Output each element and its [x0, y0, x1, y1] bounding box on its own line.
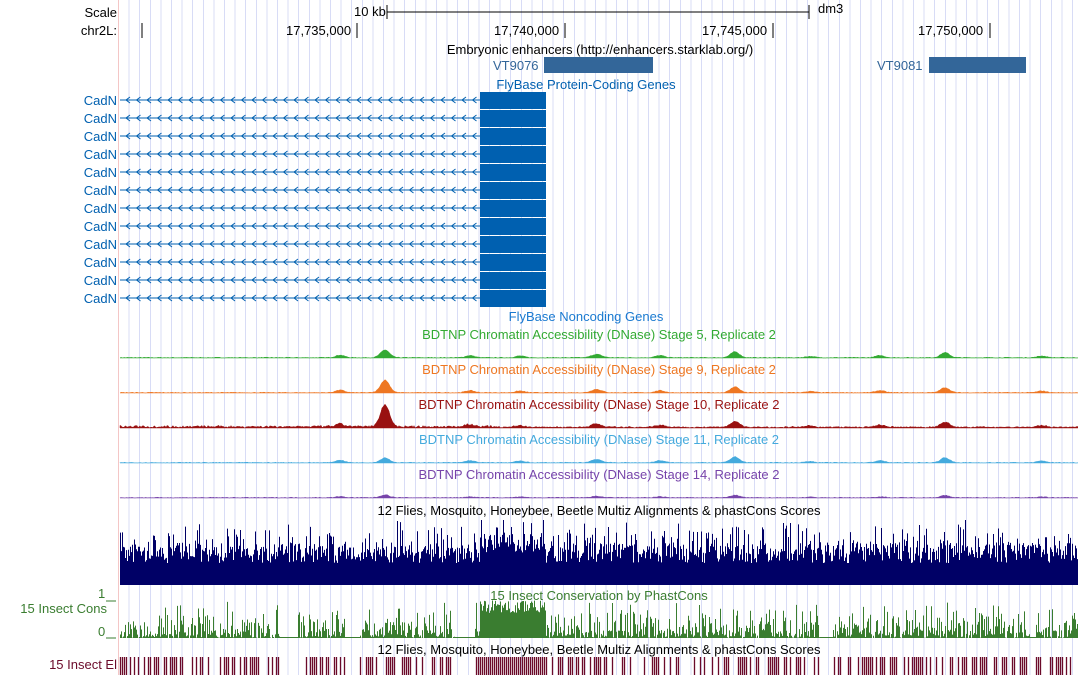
enhancer-label[interactable]: VT9076 [493, 58, 539, 73]
gene-label-cadn[interactable]: CadN [83, 93, 117, 108]
strand-arrow-icon [125, 294, 477, 302]
dnase-signal-stage-0 [119, 349, 1078, 359]
gene-label-cadn[interactable]: CadN [83, 111, 117, 126]
strand-arrow-icon [125, 96, 477, 104]
track-title-dnase-stage10[interactable]: BDTNP Chromatin Accessibility (DNase) St… [418, 397, 780, 412]
elements-track-label[interactable]: 15 Insect El [49, 657, 117, 672]
dnase-signal-stage-2 [119, 403, 1078, 429]
elements-bars [119, 657, 1072, 675]
enhancer-block-vt9076 [544, 57, 653, 73]
multiz-signal [120, 520, 1078, 585]
gene-exon-block [480, 128, 546, 145]
gene-exon-block [480, 272, 546, 289]
gene-exon-block [480, 254, 546, 271]
scale-label: Scale [84, 5, 117, 20]
gene-label-cadn[interactable]: CadN [83, 255, 117, 270]
chrom-label: chr2L: [80, 23, 117, 38]
scale-bar-label: 10 kb [354, 4, 386, 19]
strand-arrow-icon [125, 258, 477, 266]
track-title-noncoding[interactable]: FlyBase Noncoding Genes [508, 309, 664, 324]
cons-ymin: 0 [98, 624, 106, 639]
track-title-multiz[interactable]: 12 Flies, Mosquito, Honeybee, Beetle Mul… [377, 503, 821, 518]
track-title-dnase-stage9[interactable]: BDTNP Chromatin Accessibility (DNase) St… [422, 362, 776, 377]
ruler-tick: 17,740,000 [494, 23, 560, 38]
strand-arrow-icon [125, 204, 477, 212]
strand-arrow-icon [125, 276, 477, 284]
strand-arrow-icon [125, 240, 477, 248]
enhancer-label[interactable]: VT9081 [877, 58, 923, 73]
gene-exon-block [480, 110, 546, 127]
ruler-tick: 17,745,000 [702, 23, 768, 38]
enhancer-block-vt9081 [929, 57, 1026, 73]
gene-label-cadn[interactable]: CadN [83, 201, 117, 216]
gene-label-cadn[interactable]: CadN [83, 237, 117, 252]
dnase-signal-stage-1 [119, 379, 1078, 394]
gene-label-cadn[interactable]: CadN [83, 273, 117, 288]
strand-arrow-icon [125, 168, 477, 176]
dnase-signal-stage-4 [119, 494, 1078, 499]
gene-label-cadn[interactable]: CadN [83, 291, 117, 306]
gene-label-cadn[interactable]: CadN [83, 183, 117, 198]
gene-exon-block [480, 236, 546, 253]
gene-exon-block [480, 146, 546, 163]
track-divider [118, 0, 119, 675]
ruler-tick: 17,735,000 [286, 23, 352, 38]
track-title-dnase-stage11[interactable]: BDTNP Chromatin Accessibility (DNase) St… [418, 432, 780, 447]
assembly-label: dm3 [818, 1, 844, 16]
track-title-cons[interactable]: 15 Insect Conservation by PhastCons [490, 588, 708, 603]
strand-arrow-icon [125, 132, 477, 140]
strand-arrow-icon [125, 114, 477, 122]
dnase-signal-stage-3 [119, 456, 1078, 464]
gene-label-cadn[interactable]: CadN [83, 165, 117, 180]
gene-exon-block [480, 164, 546, 181]
cons-track-label[interactable]: 15 Insect Cons [20, 601, 107, 616]
track-title-elements[interactable]: 12 Flies, Mosquito, Honeybee, Beetle Mul… [377, 642, 821, 657]
gene-exon-block [480, 182, 546, 199]
strand-arrow-icon [125, 222, 477, 230]
track-title-enhancers[interactable]: Embryonic enhancers (http://enhancers.st… [446, 42, 754, 57]
gene-exon-block [480, 218, 546, 235]
gene-label-cadn[interactable]: CadN [83, 219, 117, 234]
strand-arrow-icon [125, 186, 477, 194]
track-title-dnase-stage5[interactable]: BDTNP Chromatin Accessibility (DNase) St… [422, 327, 776, 342]
gene-exon-block [480, 200, 546, 217]
cons-signal [120, 600, 1078, 638]
track-title-dnase-stage14[interactable]: BDTNP Chromatin Accessibility (DNase) St… [418, 467, 780, 482]
gene-label-cadn[interactable]: CadN [83, 147, 117, 162]
cons-ymax: 1 [98, 586, 106, 601]
track-title-protein-genes[interactable]: FlyBase Protein-Coding Genes [496, 77, 676, 92]
gene-exon-block [480, 92, 546, 109]
gene-exon-block [480, 290, 546, 307]
gene-label-cadn[interactable]: CadN [83, 129, 117, 144]
strand-arrow-icon [125, 150, 477, 158]
ruler-tick: 17,750,000 [918, 23, 984, 38]
